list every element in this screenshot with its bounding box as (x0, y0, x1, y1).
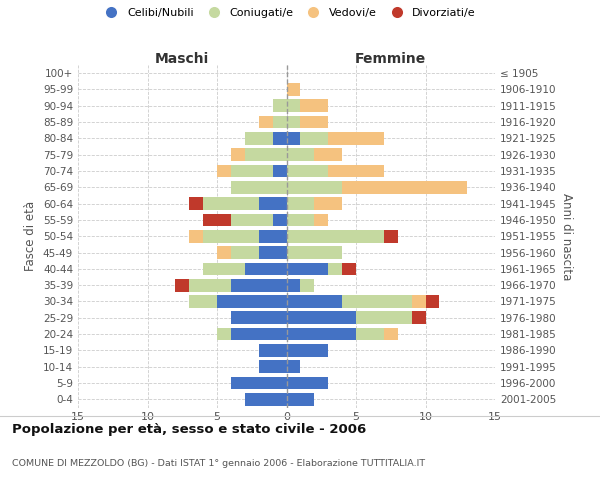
Bar (287, 164, 328, 177)
Bar (342, 181, 467, 194)
Bar (231, 246, 259, 259)
Bar (231, 148, 245, 161)
Bar (203, 230, 259, 242)
Bar (287, 198, 314, 210)
Bar (287, 116, 301, 128)
Bar (342, 295, 412, 308)
Bar (287, 344, 328, 357)
Bar (301, 100, 328, 112)
Bar (301, 132, 328, 145)
Bar (189, 230, 203, 242)
Bar (287, 148, 314, 161)
Bar (272, 116, 287, 128)
Bar (287, 295, 342, 308)
Bar (231, 312, 287, 324)
Bar (259, 344, 287, 357)
Bar (272, 132, 287, 145)
Bar (203, 262, 245, 275)
Bar (259, 246, 287, 259)
Bar (287, 376, 328, 390)
Text: COMUNE DI MEZZOLDO (BG) - Dati ISTAT 1° gennaio 2006 - Elaborazione TUTTITALIA.I: COMUNE DI MEZZOLDO (BG) - Dati ISTAT 1° … (12, 459, 425, 468)
Bar (356, 312, 412, 324)
Bar (217, 328, 231, 340)
Bar (287, 83, 301, 96)
Bar (287, 328, 356, 340)
Bar (301, 279, 314, 291)
Bar (287, 279, 301, 291)
Text: Popolazione per età, sesso e stato civile - 2006: Popolazione per età, sesso e stato civil… (12, 422, 366, 436)
Bar (259, 198, 287, 210)
Bar (189, 198, 203, 210)
Bar (231, 164, 272, 177)
Bar (245, 393, 287, 406)
Bar (217, 246, 231, 259)
Bar (328, 262, 342, 275)
Bar (328, 164, 384, 177)
Bar (245, 132, 272, 145)
Bar (287, 393, 314, 406)
Bar (259, 116, 272, 128)
Y-axis label: Anni di nascita: Anni di nascita (560, 192, 573, 280)
Bar (217, 164, 231, 177)
Bar (342, 262, 356, 275)
Text: Maschi: Maschi (155, 52, 209, 66)
Bar (287, 181, 342, 194)
Bar (356, 328, 384, 340)
Bar (272, 164, 287, 177)
Bar (231, 376, 287, 390)
Bar (412, 295, 425, 308)
Bar (231, 214, 272, 226)
Bar (231, 328, 287, 340)
Bar (287, 100, 301, 112)
Bar (328, 132, 384, 145)
Y-axis label: Fasce di età: Fasce di età (25, 201, 37, 272)
Bar (314, 198, 342, 210)
Bar (231, 279, 287, 291)
Bar (189, 295, 217, 308)
Bar (301, 116, 328, 128)
Bar (287, 132, 301, 145)
Bar (189, 279, 231, 291)
Bar (231, 181, 287, 194)
Bar (384, 328, 398, 340)
Bar (384, 230, 398, 242)
Bar (287, 246, 342, 259)
Legend: Celibi/Nubili, Coniugati/e, Vedovi/e, Divorziati/e: Celibi/Nubili, Coniugati/e, Vedovi/e, Di… (100, 8, 476, 18)
Bar (314, 214, 328, 226)
Bar (314, 148, 342, 161)
Bar (203, 214, 231, 226)
Bar (287, 230, 384, 242)
Bar (272, 100, 287, 112)
Bar (272, 214, 287, 226)
Bar (259, 230, 287, 242)
Bar (217, 295, 287, 308)
Bar (259, 360, 287, 373)
Text: Femmine: Femmine (355, 52, 427, 66)
Bar (287, 360, 301, 373)
Bar (175, 279, 189, 291)
Bar (203, 198, 259, 210)
Bar (245, 148, 287, 161)
Bar (412, 312, 425, 324)
Bar (287, 262, 328, 275)
Bar (287, 214, 314, 226)
Bar (287, 312, 356, 324)
Bar (425, 295, 439, 308)
Bar (245, 262, 287, 275)
